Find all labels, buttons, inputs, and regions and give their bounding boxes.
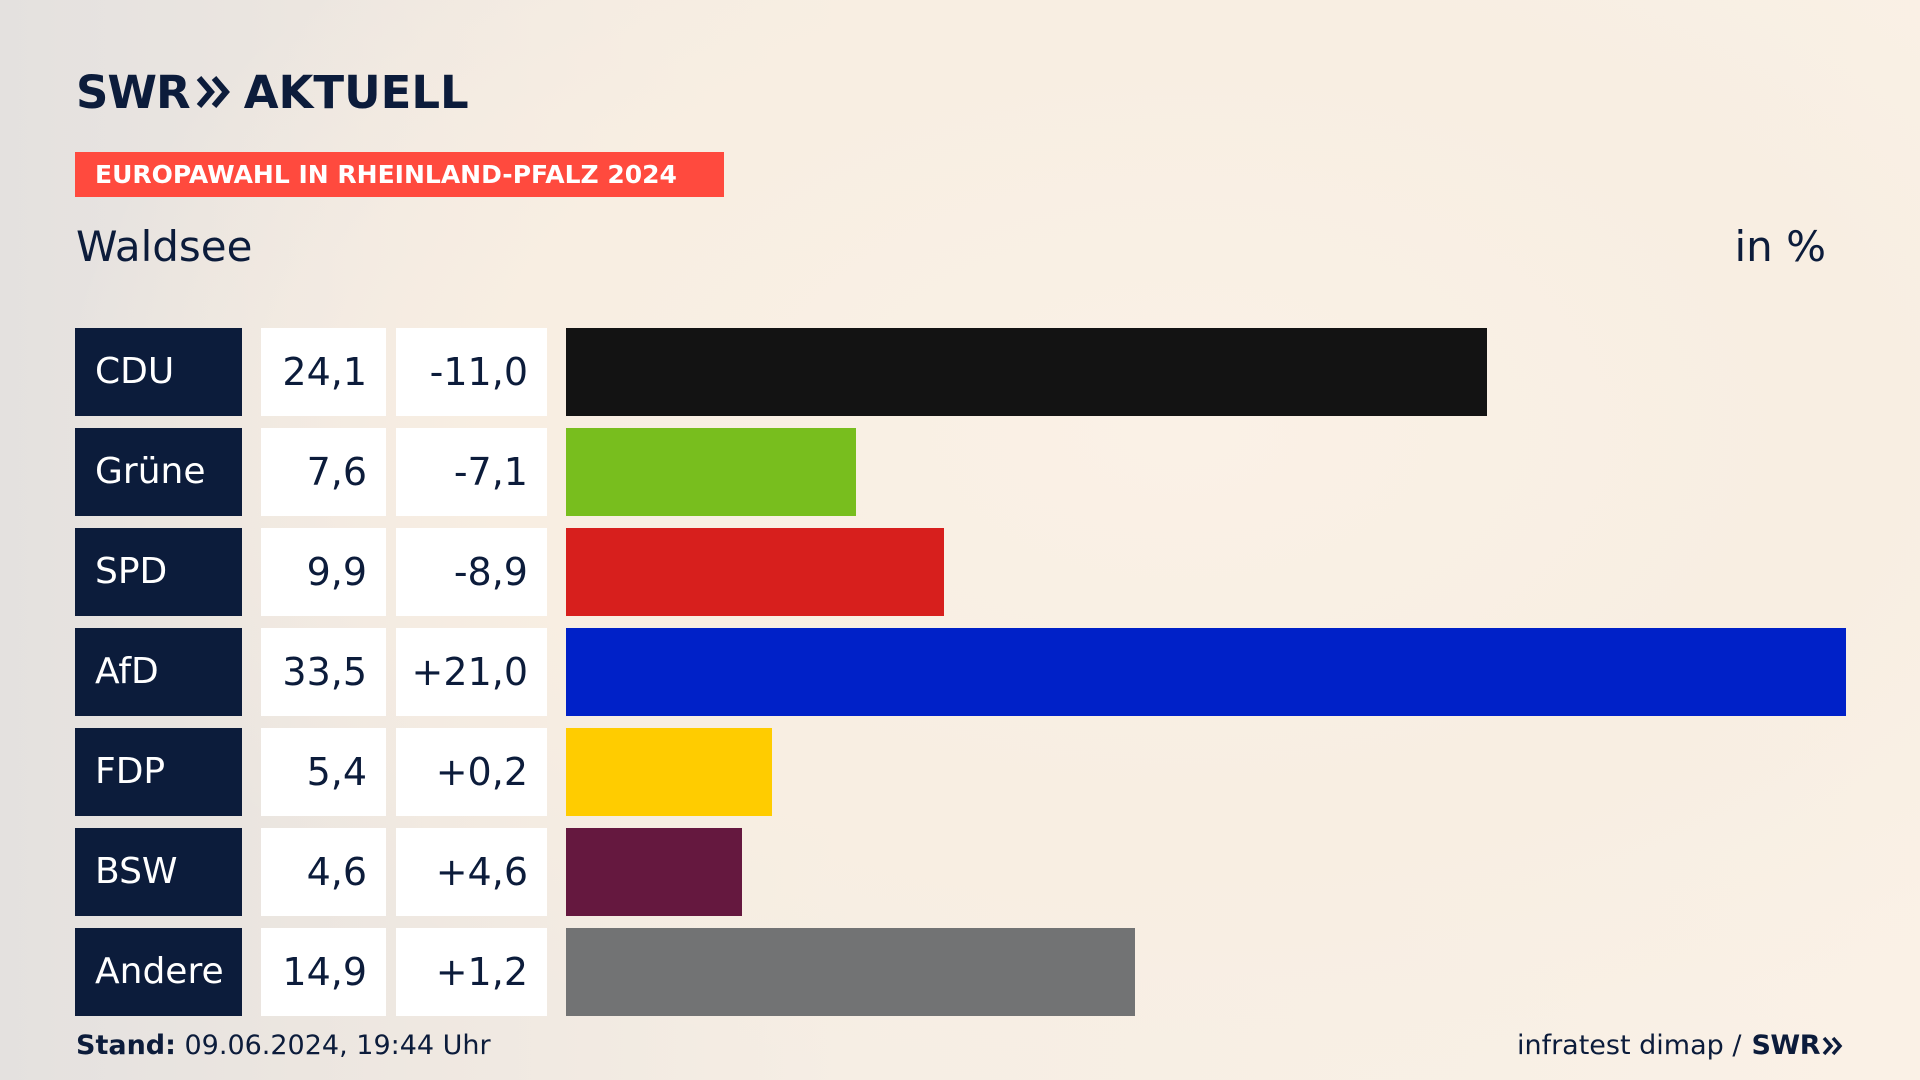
vote-change-value: -11,0 — [396, 328, 547, 416]
party-label: FDP — [75, 728, 242, 816]
vote-change-value: +1,2 — [396, 928, 547, 1016]
timestamp: Stand: 09.06.2024, 19:44 Uhr — [76, 1028, 491, 1064]
double-chevron-icon — [196, 76, 230, 108]
vote-share-value: 5,4 — [261, 728, 386, 816]
party-label: CDU — [75, 328, 242, 416]
double-chevron-icon — [1822, 1036, 1843, 1056]
result-bar — [566, 428, 856, 516]
party-label: SPD — [75, 528, 242, 616]
logo-brand-text: SWR — [76, 65, 191, 119]
result-bar — [566, 928, 1135, 1016]
vote-share-value: 4,6 — [261, 828, 386, 916]
result-bar — [566, 528, 944, 616]
logo-product-text: AKTUELL — [243, 65, 469, 119]
party-label: AfD — [75, 628, 242, 716]
timestamp-label: Stand: — [76, 1030, 176, 1061]
vote-change-value: +0,2 — [396, 728, 547, 816]
source-brand: SWR — [1751, 1030, 1820, 1061]
vote-share-value: 24,1 — [261, 328, 386, 416]
party-label: Grüne — [75, 428, 242, 516]
result-bar — [566, 328, 1487, 416]
vote-change-value: +4,6 — [396, 828, 547, 916]
result-bar — [566, 628, 1846, 716]
swr-aktuell-logo: SWR AKTUELL — [76, 65, 469, 119]
vote-change-value: +21,0 — [396, 628, 547, 716]
unit-label: in % — [1734, 222, 1826, 271]
vote-share-value: 7,6 — [261, 428, 386, 516]
vote-share-value: 14,9 — [261, 928, 386, 1016]
result-bar — [566, 828, 742, 916]
chart-subtitle: Waldsee — [76, 222, 253, 271]
source-credit: infratest dimap / SWR — [1517, 1028, 1844, 1064]
timestamp-value: 09.06.2024, 19:44 Uhr — [175, 1030, 491, 1061]
source-text: infratest dimap / — [1516, 1030, 1742, 1061]
result-bar — [566, 728, 772, 816]
vote-share-value: 33,5 — [261, 628, 386, 716]
vote-share-value: 9,9 — [261, 528, 386, 616]
party-label: Andere — [75, 928, 242, 1016]
election-banner: EUROPAWAHL IN RHEINLAND-PFALZ 2024 — [75, 152, 724, 197]
vote-change-value: -8,9 — [396, 528, 547, 616]
vote-change-value: -7,1 — [396, 428, 547, 516]
party-label: BSW — [75, 828, 242, 916]
